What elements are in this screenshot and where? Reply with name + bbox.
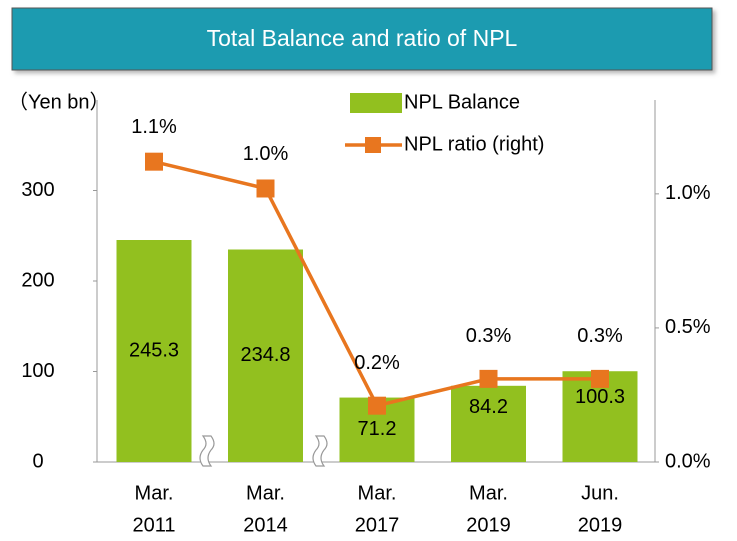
x-tick-label: Mar. [358, 482, 397, 504]
bar [228, 249, 303, 462]
y-tick-label: 200 [21, 269, 54, 291]
bar-value-label: 84.2 [469, 396, 508, 418]
y-tick-label: 300 [21, 179, 54, 201]
legend-swatch [350, 93, 402, 113]
line-value-label: 0.2% [354, 352, 400, 374]
line-marker [479, 369, 498, 388]
x-tick-label: Mar. [135, 482, 174, 504]
line-value-label: 0.3% [577, 325, 623, 347]
legend-swatch [365, 137, 381, 153]
x-tick-label: Mar. [246, 482, 285, 504]
line-marker [256, 179, 275, 198]
y2-tick-label: 0.0% [665, 450, 711, 472]
x-tick-label: Mar. [469, 482, 508, 504]
y2-tick-label: 1.0% [665, 182, 711, 204]
bar-value-label: 245.3 [129, 339, 179, 361]
x-tick-label: Jun. [581, 482, 619, 504]
bar-value-label: 71.2 [358, 418, 397, 440]
chart-title: Total Balance and ratio of NPL [207, 25, 518, 51]
line-marker [591, 369, 609, 388]
bar [451, 385, 526, 462]
plot [116, 152, 638, 462]
line-marker [145, 152, 163, 171]
title-banner [11, 7, 713, 71]
line-value-label: 1.1% [131, 116, 177, 138]
y-tick-label: 100 [21, 360, 54, 382]
legend-label: NPL Balance [404, 91, 520, 113]
y2-tick-label: 0.5% [665, 316, 711, 338]
y-axis-label: （Yen bn） [8, 90, 110, 113]
line-value-label: 0.3% [466, 325, 512, 347]
axis-break [199, 435, 328, 467]
x-tick-label: 2019 [466, 514, 511, 536]
bar [116, 240, 192, 462]
x-tick-label: 2011 [132, 514, 175, 536]
line-value-label: 1.0% [243, 143, 289, 165]
x-tick-label: 2017 [355, 514, 400, 536]
x-tick-label: 2019 [578, 514, 623, 536]
bar-value-label: 234.8 [240, 344, 290, 366]
x-tick-label: 2014 [243, 514, 288, 536]
legend-label: NPL ratio (right) [404, 133, 544, 155]
line-marker [368, 396, 386, 415]
bar-value-label: 100.3 [575, 386, 625, 408]
y-tick-label: 0 [32, 450, 43, 472]
